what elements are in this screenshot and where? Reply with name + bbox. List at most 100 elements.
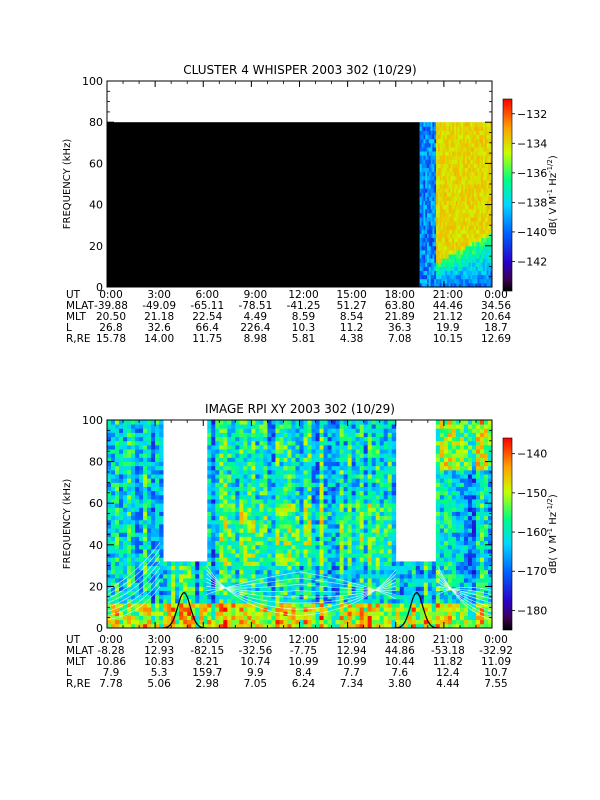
heatmap-cell — [211, 436, 216, 442]
heatmap-cell — [303, 490, 308, 496]
heatmap-cell — [347, 569, 353, 575]
heatmap-cell — [139, 499, 144, 504]
heatmap-cell — [223, 424, 228, 429]
heatmap-cell — [275, 619, 280, 625]
heatmap-cell — [327, 586, 332, 591]
heatmap-cell — [387, 478, 393, 483]
heatmap-cell — [430, 184, 433, 189]
heatmap-cell — [299, 573, 304, 579]
heatmap-cell — [107, 524, 112, 529]
heatmap-cell — [279, 582, 284, 587]
heatmap-cell — [143, 469, 148, 475]
heatmap-cell — [351, 469, 357, 475]
heatmap-cell — [271, 494, 276, 500]
heatmap-cell — [207, 590, 212, 596]
heatmap-cell — [247, 420, 252, 425]
heatmap-cell — [319, 540, 324, 546]
heatmap-cell — [463, 282, 466, 288]
heatmap-cell — [452, 151, 455, 156]
heatmap-cell — [470, 146, 473, 152]
heatmap-cell — [343, 548, 349, 554]
heatmap-cell — [231, 619, 236, 625]
heatmap-cell — [275, 494, 280, 500]
heatmap-cell — [383, 420, 389, 425]
heatmap-cell — [311, 420, 316, 425]
heatmap-cell — [271, 544, 276, 550]
heatmap-cell — [425, 196, 428, 201]
heatmap-cell — [143, 532, 148, 537]
heatmap-cell — [455, 155, 459, 160]
heatmap-cell — [223, 465, 228, 471]
heatmap-cell — [379, 478, 385, 483]
heatmap-cell — [367, 457, 373, 462]
heatmap-cell — [481, 155, 484, 160]
heatmap-cell — [167, 573, 172, 579]
heatmap-cell — [263, 615, 268, 621]
heatmap-cell — [421, 282, 424, 288]
heatmap-cell — [479, 229, 482, 234]
heatmap-cell — [227, 465, 232, 471]
heatmap-cell — [468, 216, 471, 222]
heatmap-cell — [275, 420, 280, 425]
heatmap-cell — [484, 204, 488, 210]
heatmap-cell — [383, 503, 389, 508]
heatmap-cell — [315, 453, 320, 458]
heatmap-cell — [275, 603, 280, 608]
heatmap-cell — [343, 553, 349, 558]
heatmap-cell — [448, 274, 451, 280]
heatmap-cell — [490, 159, 493, 164]
heatmap-cell — [423, 258, 426, 263]
heatmap-cell — [155, 565, 160, 571]
heatmap-cell — [473, 204, 477, 210]
heatmap-cell — [287, 544, 292, 550]
heatmap-cell — [295, 544, 300, 550]
heatmap-cell — [167, 561, 172, 566]
heatmap-cell — [482, 221, 486, 226]
table-cell: -39.88 — [94, 300, 128, 312]
heatmap-cell — [359, 424, 365, 429]
heatmap-cell — [291, 507, 296, 512]
heatmap-cell — [347, 573, 353, 579]
heatmap-cell — [283, 524, 288, 529]
heatmap-cell — [359, 532, 365, 537]
heatmap-cell — [421, 241, 424, 247]
heatmap-cell — [303, 449, 308, 454]
heatmap-cell — [255, 440, 260, 446]
heatmap-cell — [436, 175, 439, 181]
heatmap-cell — [115, 482, 120, 487]
heatmap-cell — [371, 511, 377, 517]
heatmap-cell — [127, 515, 132, 521]
heatmap-cell — [466, 188, 470, 193]
heatmap-cell — [351, 453, 357, 458]
heatmap-cell — [311, 449, 316, 454]
heatmap-cell — [203, 578, 208, 583]
heatmap-cell — [147, 569, 152, 575]
heatmap-cell — [347, 478, 353, 483]
heatmap-cell — [147, 449, 152, 454]
heatmap-cell — [239, 486, 244, 492]
heatmap-cell — [267, 511, 272, 517]
heatmap-cell — [327, 486, 332, 492]
heatmap-cell — [387, 440, 393, 446]
heatmap-cell — [215, 611, 220, 616]
heatmap-cell — [450, 155, 453, 160]
heatmap-cell — [227, 461, 232, 467]
heatmap-cell — [143, 553, 148, 558]
heatmap-cell — [443, 208, 446, 214]
heatmap-cell — [448, 192, 451, 197]
heatmap-cell — [223, 557, 228, 562]
heatmap-cell — [207, 586, 212, 591]
heatmap-cell — [488, 270, 491, 276]
heatmap-cell — [391, 582, 397, 587]
heatmap-cell — [448, 126, 451, 131]
heatmap-cell — [454, 266, 457, 272]
heatmap-cell — [331, 528, 336, 533]
heatmap-cell — [339, 474, 345, 479]
heatmap-cell — [486, 151, 489, 156]
heatmap-cell — [339, 461, 345, 467]
heatmap-cell — [457, 221, 461, 226]
heatmap-cell — [463, 200, 466, 206]
heatmap-cell — [239, 598, 244, 604]
heatmap-cell — [315, 528, 320, 533]
heatmap-cell — [484, 212, 488, 218]
